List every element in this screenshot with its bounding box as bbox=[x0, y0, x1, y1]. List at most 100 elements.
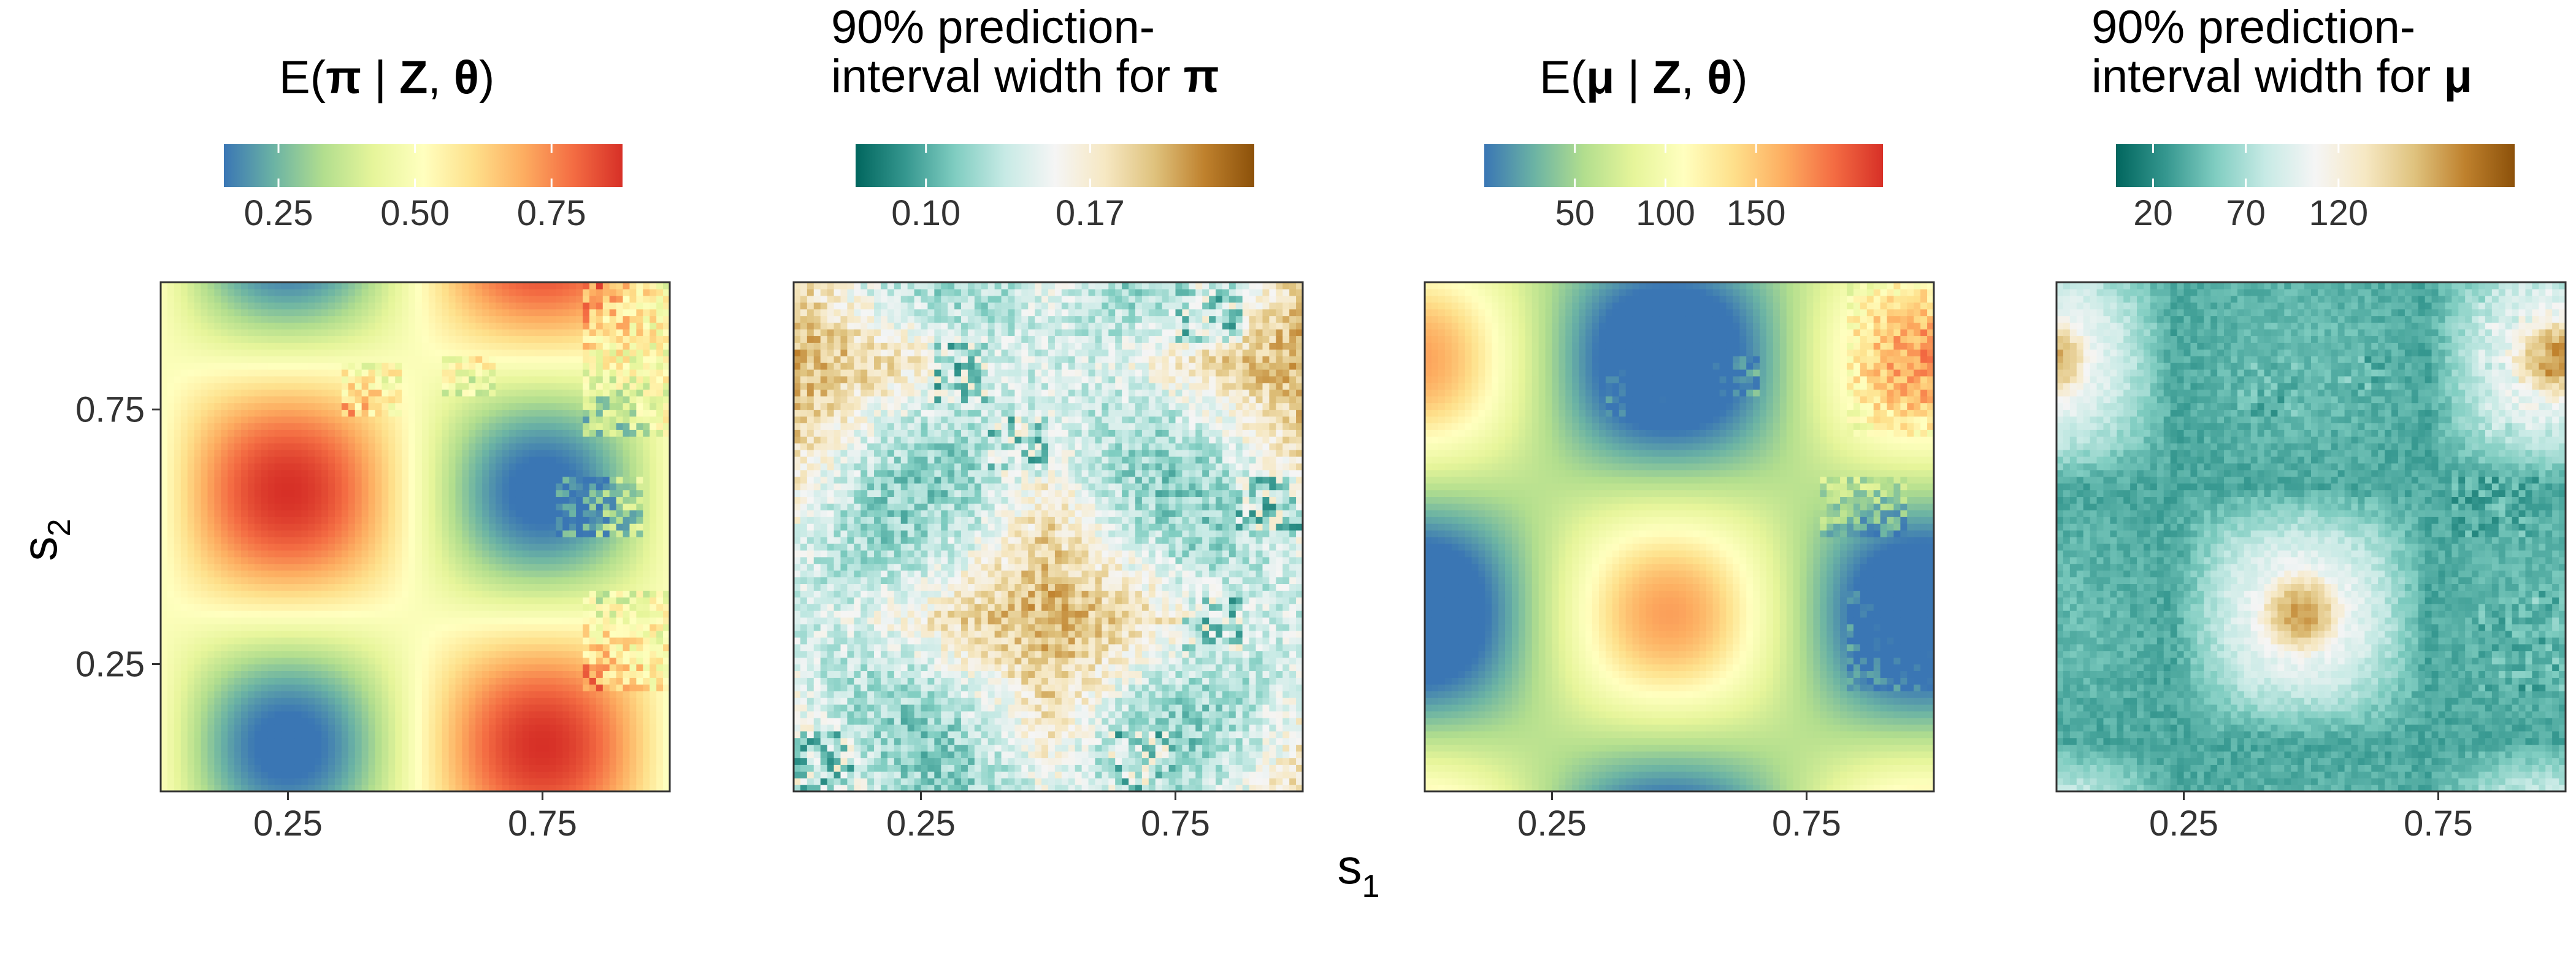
heatmap-cell bbox=[194, 677, 202, 685]
heatmap-cell bbox=[308, 309, 315, 317]
heatmap-cell bbox=[556, 751, 563, 758]
heatmap-cell bbox=[583, 764, 590, 772]
heatmap-cell bbox=[228, 691, 235, 698]
heatmap-cell bbox=[234, 657, 242, 665]
heatmap-cell bbox=[462, 704, 469, 712]
heatmap-cell bbox=[496, 469, 503, 477]
heatmap-cell bbox=[408, 778, 416, 785]
heatmap-cell bbox=[408, 496, 416, 504]
heatmap-cell bbox=[435, 617, 443, 625]
heatmap-cell bbox=[214, 469, 221, 477]
heatmap-cell bbox=[187, 724, 195, 732]
heatmap-cell bbox=[502, 744, 510, 752]
heatmap-cell bbox=[228, 369, 235, 377]
heatmap-cell bbox=[214, 496, 221, 504]
heatmap-cell bbox=[395, 309, 402, 317]
heatmap-cell bbox=[315, 530, 322, 537]
heatmap-cell bbox=[247, 409, 255, 417]
heatmap-cell bbox=[341, 751, 349, 758]
heatmap-cell bbox=[361, 288, 369, 296]
heatmap-cell bbox=[361, 583, 369, 591]
heatmap-cell bbox=[415, 717, 423, 725]
heatmap-cell bbox=[294, 664, 302, 672]
heatmap-cell bbox=[402, 537, 409, 544]
heatmap-cell bbox=[496, 537, 503, 544]
heatmap-cell bbox=[281, 630, 289, 638]
heatmap-cell bbox=[515, 476, 523, 484]
heatmap-cell bbox=[408, 563, 416, 571]
heatmap-cell bbox=[254, 764, 262, 772]
heatmap-cell bbox=[415, 282, 423, 290]
heatmap-cell bbox=[348, 771, 356, 778]
heatmap-cell bbox=[167, 503, 175, 510]
heatmap-cell bbox=[301, 423, 309, 430]
heatmap-cell bbox=[234, 563, 242, 571]
heatmap-cell bbox=[589, 556, 597, 564]
heatmap-cell bbox=[274, 563, 282, 571]
heatmap-cell bbox=[161, 369, 168, 377]
heatmap-cell bbox=[247, 443, 255, 450]
heatmap-cell bbox=[375, 510, 382, 517]
heatmap-cell bbox=[421, 288, 429, 296]
heatmap-cell bbox=[361, 456, 369, 464]
heatmap-cell bbox=[315, 476, 322, 484]
heatmap-cell bbox=[334, 429, 342, 437]
heatmap-cell bbox=[502, 764, 510, 772]
heatmap-cell bbox=[308, 691, 315, 698]
heatmap-cell bbox=[201, 329, 209, 336]
heatmap-cell bbox=[589, 704, 597, 712]
heatmap-cell bbox=[502, 758, 510, 765]
heatmap-cell bbox=[475, 302, 483, 310]
heatmap-cell bbox=[247, 744, 255, 752]
heatmap-cell bbox=[408, 671, 416, 678]
heatmap-cell bbox=[475, 617, 483, 625]
heatmap-cell bbox=[421, 503, 429, 510]
heatmap-cell bbox=[502, 623, 510, 631]
heatmap-cell bbox=[288, 336, 296, 343]
heatmap-cell bbox=[596, 664, 604, 672]
heatmap-cell bbox=[288, 664, 296, 672]
heatmap-cell bbox=[388, 503, 396, 510]
heatmap-cell bbox=[421, 322, 429, 330]
heatmap-cell bbox=[502, 396, 510, 404]
heatmap-cell bbox=[482, 604, 489, 611]
heatmap-cell bbox=[489, 583, 496, 591]
heatmap-cell bbox=[395, 677, 402, 685]
heatmap-cell bbox=[334, 456, 342, 464]
heatmap-cell bbox=[334, 309, 342, 317]
heatmap-cell bbox=[542, 630, 550, 638]
heatmap-cell bbox=[562, 710, 570, 718]
heatmap-cell bbox=[221, 671, 228, 678]
heatmap-cell bbox=[281, 523, 289, 531]
heatmap-cell bbox=[355, 617, 362, 625]
heatmap-cell bbox=[402, 282, 409, 290]
heatmap-cell bbox=[529, 657, 537, 665]
heatmap-cell bbox=[355, 369, 362, 377]
heatmap-cell bbox=[361, 483, 369, 491]
heatmap-cell bbox=[489, 630, 496, 638]
heatmap-cell bbox=[542, 523, 550, 531]
heatmap-cell bbox=[421, 698, 429, 705]
heatmap-cell bbox=[415, 650, 423, 658]
heatmap-cell bbox=[515, 429, 523, 437]
heatmap-cell bbox=[576, 375, 583, 383]
heatmap-cell bbox=[241, 764, 248, 772]
heatmap-cell bbox=[228, 704, 235, 712]
heatmap-cell bbox=[301, 443, 309, 450]
heatmap-cell bbox=[161, 543, 168, 551]
heatmap-cell bbox=[321, 610, 329, 618]
heatmap-cell bbox=[395, 758, 402, 765]
heatmap-cell bbox=[321, 771, 329, 778]
heatmap-cell bbox=[187, 463, 195, 471]
heatmap-cell bbox=[247, 737, 255, 745]
heatmap-cell bbox=[395, 363, 402, 370]
heatmap-cell bbox=[368, 664, 376, 672]
heatmap-cell bbox=[448, 483, 456, 491]
heatmap-cell bbox=[328, 657, 335, 665]
heatmap-cell bbox=[388, 469, 396, 477]
heatmap-cell bbox=[267, 409, 275, 417]
heatmap-cell bbox=[576, 543, 583, 551]
heatmap-cell bbox=[589, 443, 597, 450]
heatmap-cell bbox=[241, 517, 248, 524]
heatmap-cell bbox=[455, 402, 463, 410]
